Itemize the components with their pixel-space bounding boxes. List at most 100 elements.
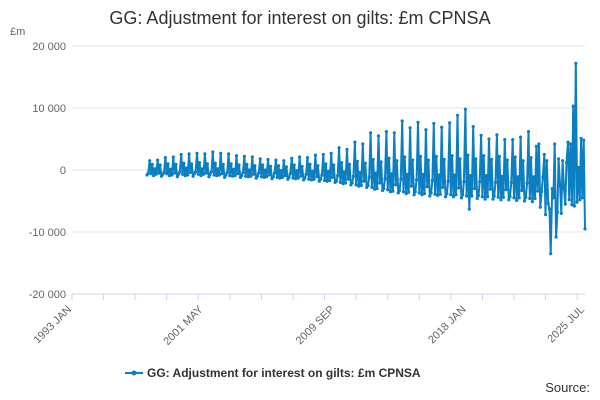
data-point[interactable]	[462, 180, 466, 184]
data-point[interactable]	[567, 198, 571, 202]
data-point[interactable]	[545, 159, 549, 163]
data-point[interactable]	[325, 179, 329, 183]
data-point[interactable]	[279, 169, 283, 173]
data-point[interactable]	[338, 180, 342, 184]
data-point[interactable]	[416, 120, 420, 124]
data-point[interactable]	[503, 138, 507, 142]
data-point[interactable]	[509, 180, 513, 184]
data-point[interactable]	[458, 157, 462, 161]
data-point[interactable]	[420, 193, 424, 197]
data-point[interactable]	[408, 126, 412, 130]
data-point[interactable]	[152, 174, 156, 178]
data-point[interactable]	[248, 168, 252, 172]
data-point[interactable]	[280, 175, 284, 179]
data-point[interactable]	[359, 183, 363, 188]
data-point[interactable]	[171, 155, 175, 159]
data-point[interactable]	[203, 152, 207, 156]
data-point[interactable]	[412, 193, 416, 197]
data-point[interactable]	[267, 173, 271, 177]
data-point[interactable]	[568, 142, 573, 146]
data-point[interactable]	[195, 151, 199, 155]
data-point[interactable]	[430, 178, 434, 183]
data-point[interactable]	[224, 173, 228, 177]
data-point[interactable]	[183, 174, 187, 178]
data-point[interactable]	[405, 172, 409, 176]
data-point[interactable]	[449, 193, 453, 197]
data-point[interactable]	[444, 195, 448, 199]
data-point[interactable]	[201, 172, 206, 176]
data-point[interactable]	[190, 162, 194, 166]
data-point[interactable]	[401, 190, 406, 194]
data-point[interactable]	[153, 167, 157, 171]
data-point[interactable]	[488, 187, 492, 191]
data-point[interactable]	[165, 172, 169, 176]
data-point[interactable]	[411, 158, 415, 162]
data-point[interactable]	[457, 186, 461, 190]
data-point[interactable]	[507, 198, 511, 202]
data-point[interactable]	[156, 158, 160, 162]
data-point[interactable]	[572, 204, 577, 208]
data-point[interactable]	[194, 170, 198, 174]
data-point[interactable]	[307, 177, 311, 181]
data-point[interactable]	[526, 130, 531, 134]
data-point[interactable]	[482, 154, 486, 158]
data-point[interactable]	[229, 162, 233, 166]
data-point[interactable]	[499, 198, 503, 202]
data-point[interactable]	[274, 158, 278, 162]
data-point[interactable]	[582, 138, 586, 142]
data-point[interactable]	[328, 178, 332, 183]
data-point[interactable]	[182, 161, 186, 165]
source-link[interactable]: Source:	[545, 380, 590, 395]
data-point[interactable]	[386, 188, 390, 192]
data-point[interactable]	[388, 190, 392, 194]
data-point[interactable]	[453, 173, 457, 177]
data-point[interactable]	[519, 135, 523, 139]
data-point[interactable]	[564, 161, 569, 165]
data-point[interactable]	[445, 192, 449, 196]
data-point[interactable]	[478, 180, 482, 184]
data-point[interactable]	[530, 200, 535, 204]
data-point[interactable]	[245, 162, 249, 166]
data-point[interactable]	[309, 178, 314, 182]
data-point[interactable]	[220, 172, 224, 176]
data-point[interactable]	[249, 174, 253, 178]
data-point[interactable]	[237, 163, 241, 167]
data-point[interactable]	[570, 203, 574, 207]
data-point[interactable]	[471, 125, 475, 129]
data-point[interactable]	[395, 159, 399, 163]
data-point[interactable]	[340, 161, 344, 165]
data-point[interactable]	[515, 198, 519, 202]
data-point[interactable]	[392, 131, 396, 135]
data-point[interactable]	[465, 194, 469, 198]
data-point[interactable]	[170, 173, 174, 177]
data-point[interactable]	[513, 155, 517, 159]
data-point[interactable]	[441, 185, 445, 189]
data-point[interactable]	[483, 197, 487, 201]
data-point[interactable]	[566, 140, 570, 144]
data-point[interactable]	[199, 174, 203, 178]
data-point[interactable]	[450, 154, 454, 158]
data-point[interactable]	[512, 196, 516, 200]
data-point[interactable]	[403, 155, 407, 159]
data-point[interactable]	[379, 160, 383, 164]
data-point[interactable]	[529, 156, 533, 160]
data-point[interactable]	[186, 173, 190, 177]
data-point[interactable]	[178, 170, 182, 174]
data-point[interactable]	[540, 190, 544, 194]
data-point[interactable]	[520, 188, 524, 193]
data-point[interactable]	[479, 133, 483, 137]
data-point[interactable]	[371, 157, 375, 162]
data-point[interactable]	[459, 196, 463, 200]
data-point[interactable]	[288, 172, 292, 176]
data-point[interactable]	[332, 163, 336, 167]
data-point[interactable]	[500, 174, 504, 178]
data-point[interactable]	[287, 175, 291, 179]
data-point[interactable]	[269, 164, 273, 168]
data-point[interactable]	[437, 173, 441, 177]
data-point[interactable]	[374, 171, 378, 175]
data-point[interactable]	[436, 193, 440, 197]
data-point[interactable]	[407, 190, 411, 194]
data-point[interactable]	[387, 156, 391, 160]
data-point[interactable]	[583, 227, 587, 231]
data-point[interactable]	[470, 194, 474, 198]
